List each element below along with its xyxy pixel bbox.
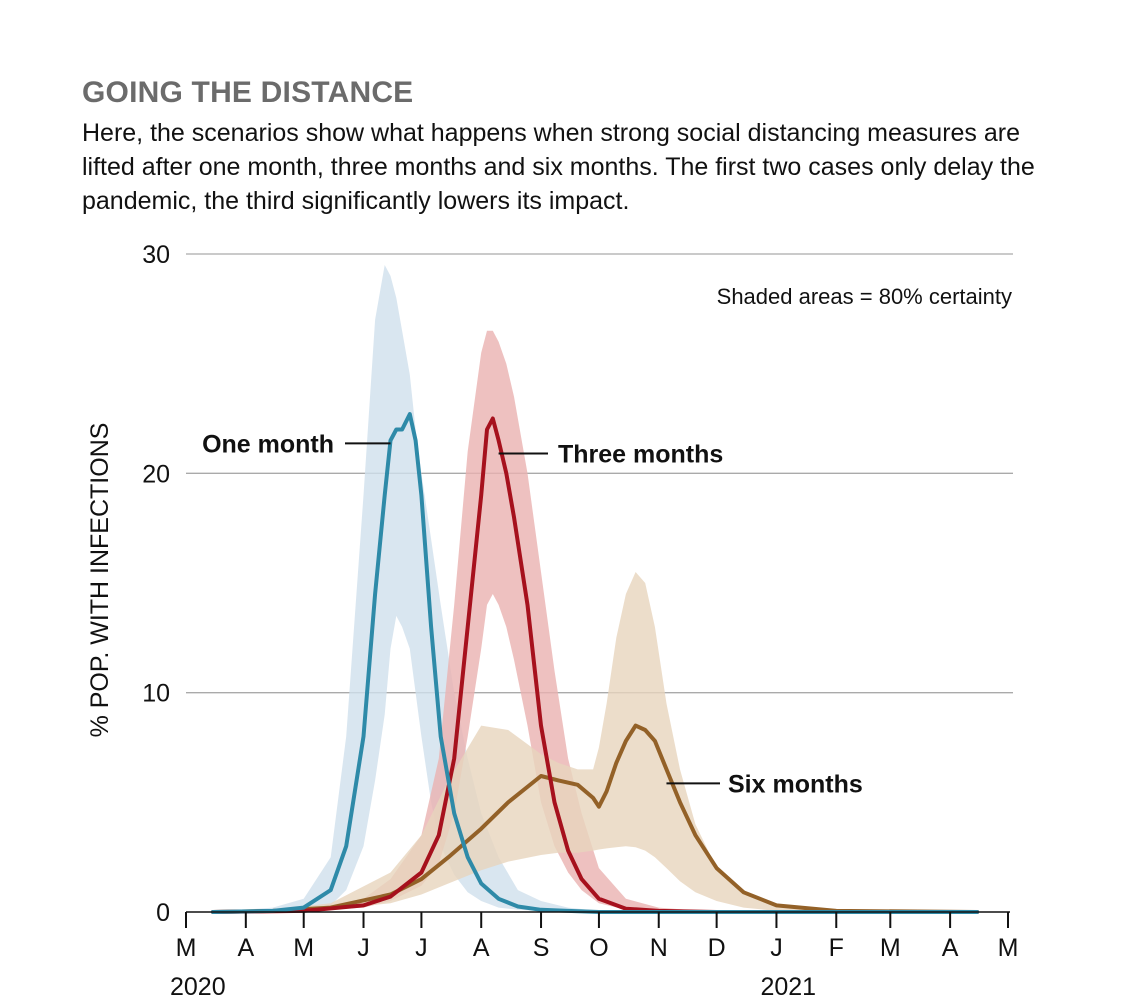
x-tick-label: M: [176, 934, 197, 962]
x-tick-label: N: [650, 934, 668, 962]
three_months-line: [211, 416, 980, 914]
year-label: 2021: [760, 973, 816, 1001]
series-lines: [211, 412, 980, 914]
x-tick-label: A: [473, 934, 490, 962]
one-month-label: One month: [202, 430, 334, 458]
six_months-band: [213, 572, 978, 912]
chart-title: GOING THE DISTANCE: [82, 76, 414, 109]
shaded-areas-note: Shaded areas = 80% certainty: [717, 284, 1012, 309]
x-tick-label: F: [829, 934, 844, 962]
x-tick-label: M: [998, 934, 1019, 962]
y-tick-label: 30: [142, 241, 170, 269]
x-tick-label: M: [880, 934, 901, 962]
year-label: 2020: [170, 973, 226, 1001]
x-tick-label: J: [357, 934, 370, 962]
three-months-label: Three months: [558, 440, 723, 468]
six_months-line: [211, 723, 980, 914]
confidence-bands: [213, 265, 978, 912]
one_month-line: [211, 412, 980, 914]
x-tick-label: J: [770, 934, 783, 962]
x-axis: M A M J J A S O N D J F M A M 2020 2021: [170, 911, 1019, 1001]
y-axis: 0 10 20 30: [142, 241, 170, 927]
x-tick-label: M: [293, 934, 314, 962]
x-tick-label: J: [415, 934, 428, 962]
x-tick-label: A: [237, 934, 254, 962]
grid-lines: [186, 253, 1013, 694]
y-tick-label: 0: [156, 899, 170, 927]
x-tick-label: O: [589, 934, 608, 962]
y-axis-label: % POP. WITH INFECTIONS: [86, 423, 114, 738]
chart-subtitle: Here, the scenarios show what happens wh…: [82, 119, 1035, 215]
x-tick-label: S: [533, 934, 550, 962]
x-tick-label: A: [942, 934, 959, 962]
series-labels: One month Three months Six months: [202, 430, 863, 798]
x-tick-label: D: [708, 934, 726, 962]
y-tick-label: 10: [142, 680, 170, 708]
y-tick-label: 20: [142, 460, 170, 488]
six-months-label: Six months: [728, 770, 863, 798]
